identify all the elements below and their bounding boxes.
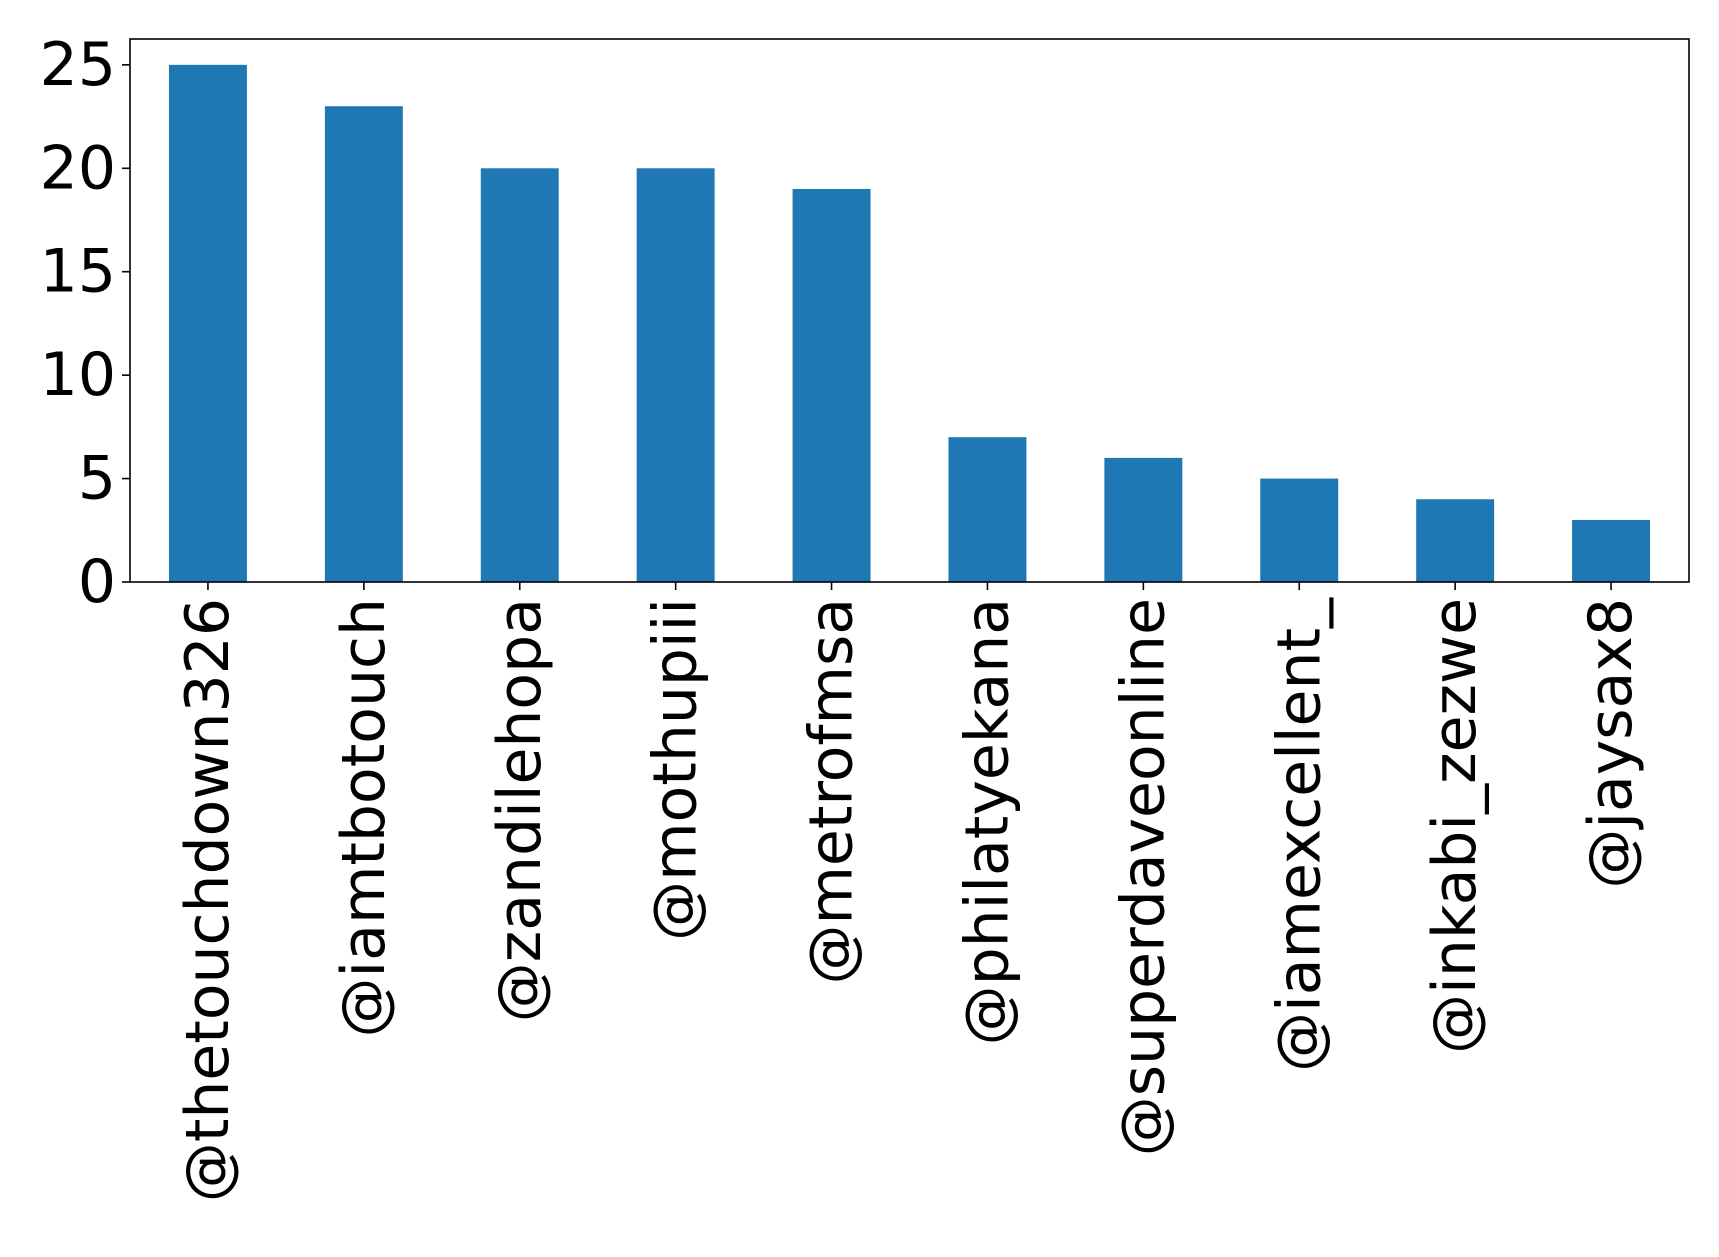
x-tick-label-3: @mothupiii bbox=[641, 598, 711, 941]
bar-1 bbox=[324, 106, 403, 582]
y-tick-label-3: 15 bbox=[40, 237, 116, 307]
bar-0 bbox=[168, 64, 247, 583]
plot-frame bbox=[129, 38, 1690, 583]
bar-5 bbox=[948, 437, 1027, 582]
y-tick-label-2: 10 bbox=[40, 340, 116, 410]
x-tick-label-1: @iamtbotouch bbox=[329, 598, 399, 1037]
bar-3 bbox=[636, 168, 715, 583]
y-tick-label-4: 20 bbox=[40, 133, 116, 203]
bars-group bbox=[168, 64, 1651, 583]
y-tick-label-5: 25 bbox=[40, 30, 116, 100]
bar-7 bbox=[1260, 478, 1339, 582]
y-axis-ticks: 0 5 10 15 20 25 bbox=[40, 30, 130, 617]
x-tick-label-9: @jaysax8 bbox=[1576, 598, 1646, 889]
x-tick-label-5: @philatyekana bbox=[952, 598, 1022, 1045]
y-tick-label-0: 0 bbox=[78, 547, 116, 617]
bar-6 bbox=[1104, 457, 1183, 582]
x-tick-label-6: @superdaveonline bbox=[1108, 598, 1178, 1156]
x-tick-label-4: @metrofmsa bbox=[797, 598, 867, 985]
x-tick-label-7: @iamexcellent_ bbox=[1264, 597, 1334, 1072]
x-tick-label-0: @thetouchdown326 bbox=[173, 598, 243, 1202]
bar-2 bbox=[480, 168, 559, 583]
bar-4 bbox=[792, 188, 871, 582]
x-tick-label-2: @zandilehopa bbox=[485, 598, 555, 1022]
bar-8 bbox=[1416, 499, 1495, 582]
x-axis-ticks: @thetouchdown326 @iamtbotouch @zandilehopa… bbox=[173, 582, 1646, 1202]
bar-9 bbox=[1572, 519, 1651, 582]
x-tick-label-8: @inkabi_zezwe bbox=[1420, 598, 1490, 1054]
y-tick-label-1: 5 bbox=[78, 444, 116, 514]
